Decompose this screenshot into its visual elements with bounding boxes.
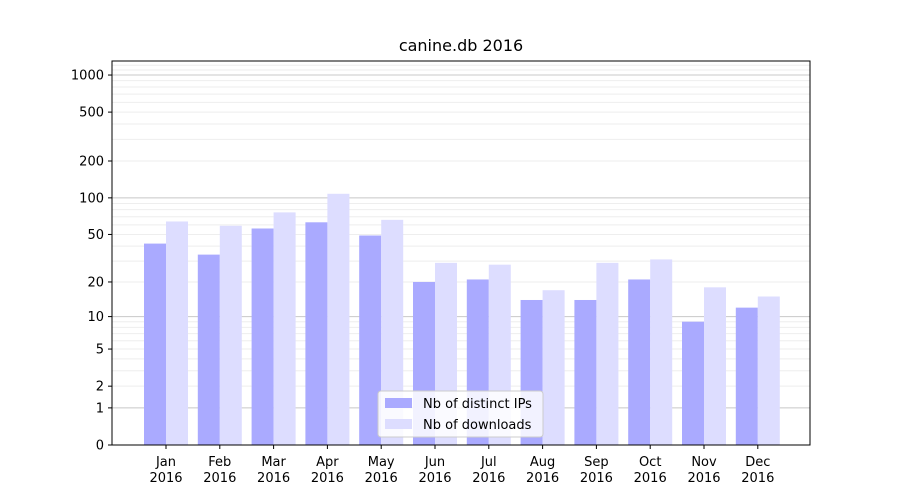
legend: Nb of distinct IPs Nb of downloads [377, 390, 544, 438]
plot-frame [111, 60, 811, 446]
legend-swatch [385, 419, 412, 429]
x-tick-label-month: Apr [316, 455, 339, 470]
bar-distinct-ips [628, 279, 651, 445]
bar-downloads [650, 259, 673, 445]
x-tick-label-month: Oct [639, 455, 661, 470]
x-tick-label-year: 2016 [634, 471, 667, 486]
x-tick-label-month: May [368, 455, 395, 470]
bar-downloads [166, 221, 188, 445]
y-tick-label: 10 [87, 310, 104, 325]
x-tick-label-year: 2016 [257, 471, 290, 486]
x-tick-label-year: 2016 [149, 471, 182, 486]
grid-layer [112, 64, 810, 409]
x-tick-label-year: 2016 [526, 471, 559, 486]
y-tick-label: 50 [87, 228, 104, 243]
x-tick-label-year: 2016 [418, 471, 451, 486]
x-tick-label-year: 2016 [580, 471, 613, 486]
bar-distinct-ips [251, 228, 274, 445]
bar-distinct-ips [197, 254, 220, 445]
x-tick-label-month: Jan [155, 455, 176, 470]
x-tick-label-month: Sep [584, 455, 609, 470]
x-tick-label-month: Aug [530, 455, 555, 470]
y-tick-label: 1000 [71, 69, 104, 84]
x-tick-label-month: Jul [480, 455, 497, 470]
bar-distinct-ips [574, 299, 597, 445]
legend-label: Nb of distinct IPs [423, 397, 532, 412]
bar-downloads [596, 262, 619, 445]
legend-box [377, 390, 544, 438]
y-axis: 0 1 2 5 10 20 50 100 200 500 1000 [71, 69, 112, 454]
legend-label: Nb of downloads [423, 418, 532, 433]
bar-downloads [327, 193, 350, 445]
y-tick-label: 200 [79, 155, 104, 170]
bar-downloads [219, 225, 242, 445]
y-tick-label: 500 [79, 106, 104, 121]
legend-swatch [385, 398, 412, 408]
bar-downloads [757, 296, 780, 445]
bar-distinct-ips [735, 307, 758, 445]
y-tick-label: 0 [96, 439, 104, 454]
x-tick-label-month: Mar [261, 455, 286, 470]
y-tick-label: 5 [96, 343, 104, 358]
x-tick-label-year: 2016 [203, 471, 236, 486]
x-axis: Jan2016Feb2016Mar2016Apr2016May2016Jun20… [149, 445, 774, 486]
bar-distinct-ips [305, 222, 328, 445]
x-tick-label-year: 2016 [687, 471, 720, 486]
x-tick-label-month: Jun [424, 455, 445, 470]
chart-title: canine.db 2016 [399, 36, 523, 55]
bar-layer [144, 193, 780, 445]
x-tick-label-year: 2016 [365, 471, 398, 486]
bar-downloads [704, 287, 726, 445]
bar-distinct-ips [359, 235, 382, 445]
bar-distinct-ips [682, 321, 704, 445]
y-tick-label: 1 [96, 401, 104, 416]
x-tick-label-month: Feb [208, 455, 231, 470]
y-tick-label: 2 [96, 380, 104, 395]
bar-distinct-ips [144, 243, 166, 445]
bar-downloads [273, 212, 296, 445]
x-tick-label-year: 2016 [311, 471, 344, 486]
bar-downloads [542, 290, 565, 445]
x-tick-label-month: Dec [745, 455, 770, 470]
y-tick-label: 100 [79, 191, 104, 206]
x-tick-label-year: 2016 [472, 471, 505, 486]
bar-downloads [381, 219, 404, 445]
x-tick-label-year: 2016 [741, 471, 774, 486]
y-tick-label: 20 [87, 275, 104, 290]
x-tick-label-month: Nov [691, 455, 717, 470]
